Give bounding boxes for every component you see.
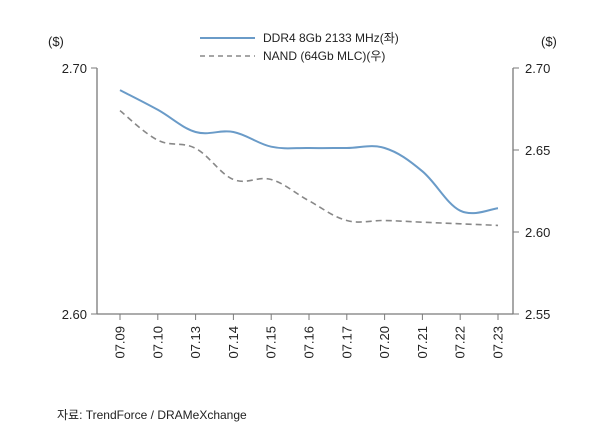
right-tick-label: 2.60 [525, 225, 550, 240]
x-tick-label: 07.22 [453, 326, 468, 359]
right-tick-label: 2.70 [525, 61, 550, 76]
series-layer [119, 89, 499, 227]
line-chart: ($) ($) DDR4 8Gb 2133 MHz(좌) NAND (64Gb … [48, 31, 557, 359]
series-line-ddr4 [119, 89, 499, 215]
right-ticks: 2.55 2.60 2.65 2.70 [513, 61, 550, 322]
x-tick-label: 07.09 [113, 326, 128, 359]
right-tick-label: 2.65 [525, 143, 550, 158]
source-note: 자료: TrendForce / DRAMeXchange [57, 408, 247, 422]
series-line-nand [119, 109, 499, 227]
x-tick-label: 07.10 [150, 326, 165, 359]
x-tick-label: 07.20 [377, 326, 392, 359]
x-tick-label: 07.14 [226, 326, 241, 359]
left-ticks: 2.60 2.70 [62, 61, 97, 322]
x-tick-label: 07.21 [415, 326, 430, 359]
x-ticks: 07.09 07.10 07.13 07.14 07.15 07.16 07.17 07.20… [113, 314, 506, 359]
left-unit-label: ($) [48, 34, 64, 49]
x-tick-label: 07.17 [339, 326, 354, 359]
right-tick-label: 2.55 [525, 307, 550, 322]
left-tick-label: 2.70 [62, 61, 87, 76]
x-tick-label: 07.23 [491, 326, 506, 359]
x-tick-label: 07.16 [302, 326, 317, 359]
legend-label-nand: NAND (64Gb MLC)(우) [263, 49, 385, 63]
x-tick-label: 07.15 [264, 326, 279, 359]
x-tick-label: 07.13 [188, 326, 203, 359]
legend: DDR4 8Gb 2133 MHz(좌) NAND (64Gb MLC)(우) [200, 31, 399, 63]
legend-label-ddr4: DDR4 8Gb 2133 MHz(좌) [263, 31, 399, 45]
right-unit-label: ($) [541, 34, 557, 49]
left-tick-label: 2.60 [62, 307, 87, 322]
